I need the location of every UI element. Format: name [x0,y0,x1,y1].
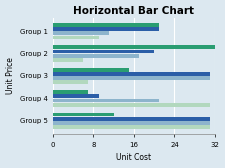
Bar [53,94,99,98]
Y-axis label: Unit Price: Unit Price [6,58,15,94]
Bar [53,80,88,84]
Bar [53,76,210,80]
Bar [53,36,99,39]
Bar [53,27,159,31]
Bar [53,68,129,72]
Bar [53,31,109,35]
Bar [53,50,154,53]
Bar [53,58,83,62]
Bar [53,72,210,76]
Bar [53,23,159,27]
Title: Horizontal Bar Chart: Horizontal Bar Chart [74,6,194,16]
X-axis label: Unit Cost: Unit Cost [116,153,152,162]
Bar [53,125,210,129]
Bar [53,99,159,102]
Bar [53,45,215,49]
Bar [53,103,210,107]
Bar [53,117,210,121]
Bar [53,90,88,94]
Bar [53,113,114,116]
Bar [53,121,210,125]
Bar [53,54,139,58]
